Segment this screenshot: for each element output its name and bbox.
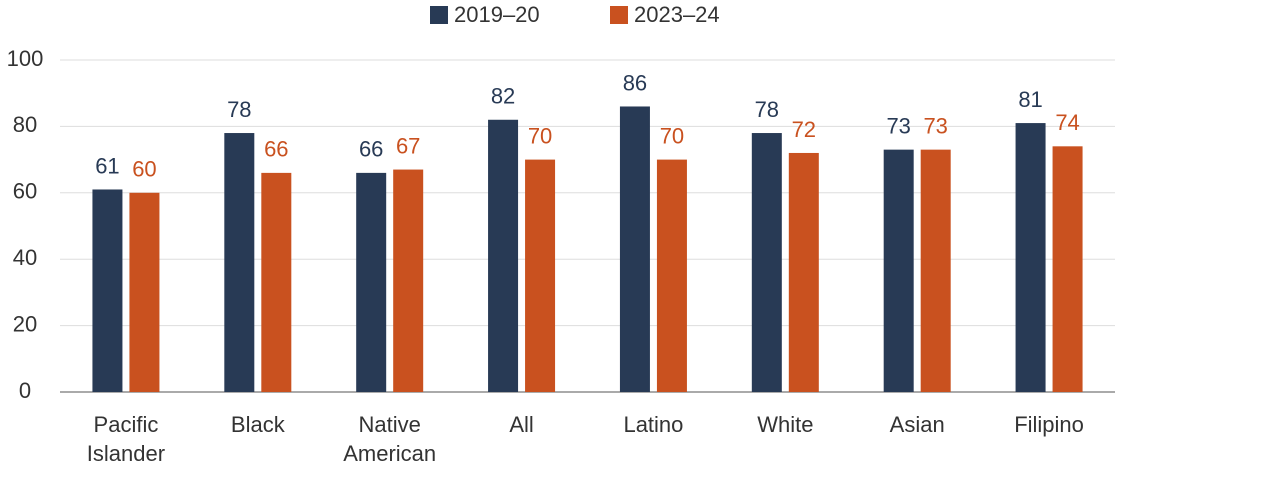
bar <box>788 152 819 392</box>
bar <box>488 119 519 392</box>
data-label: 60 <box>132 157 156 182</box>
bar <box>1052 146 1083 392</box>
y-tick-label: 0 <box>19 378 31 403</box>
x-tick-label: Latino <box>623 412 684 437</box>
data-label: 82 <box>491 84 515 109</box>
legend-swatch <box>430 6 448 24</box>
legend-label: 2019–20 <box>454 2 540 27</box>
x-tick-label: Black <box>230 412 285 437</box>
bar <box>619 106 650 392</box>
data-label: 78 <box>755 97 779 122</box>
bar <box>883 149 914 392</box>
x-tick-label: All <box>509 412 534 437</box>
bar <box>751 133 782 393</box>
legend-swatch <box>610 6 628 24</box>
data-label: 74 <box>1055 110 1079 135</box>
bar <box>920 149 951 392</box>
data-label: 70 <box>528 123 552 148</box>
x-tick-label: White <box>757 412 814 437</box>
bar <box>656 159 687 392</box>
x-tick-label: Native American <box>343 412 437 466</box>
y-tick-label: 80 <box>13 112 37 137</box>
bar <box>261 172 292 392</box>
data-label: 66 <box>359 137 383 162</box>
bar <box>525 159 556 392</box>
y-tick-label: 40 <box>13 245 37 270</box>
bar <box>129 192 160 392</box>
data-label: 73 <box>923 113 947 138</box>
data-label: 72 <box>792 117 816 142</box>
y-tick-label: 100 <box>7 46 44 71</box>
data-label: 61 <box>95 153 119 178</box>
x-tick-label: Pacific Islander <box>86 412 166 466</box>
bar <box>393 169 424 392</box>
y-tick-label: 20 <box>13 311 37 336</box>
data-label: 67 <box>396 133 420 158</box>
bar <box>224 133 255 393</box>
bar <box>92 189 123 392</box>
data-label: 81 <box>1018 87 1042 112</box>
bar <box>1015 123 1046 392</box>
data-label: 78 <box>227 97 251 122</box>
x-tick-label: Asian <box>889 412 945 437</box>
bar <box>356 172 387 392</box>
data-label: 70 <box>660 123 684 148</box>
data-label: 73 <box>886 113 910 138</box>
data-label: 66 <box>264 137 288 162</box>
y-tick-label: 60 <box>13 179 37 204</box>
x-tick-label: Filipino <box>1014 412 1084 437</box>
data-label: 86 <box>623 70 647 95</box>
legend-label: 2023–24 <box>634 2 720 27</box>
